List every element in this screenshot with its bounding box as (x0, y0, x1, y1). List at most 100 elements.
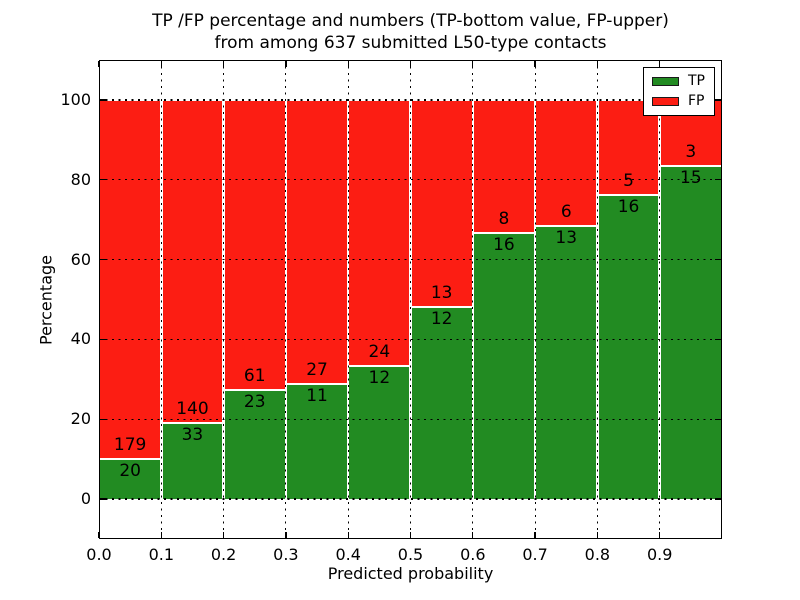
tp-bar-segment (659, 166, 722, 500)
bar-edge (659, 165, 722, 168)
x-axis-label: Predicted probability (327, 564, 494, 583)
fp-bar-segment (285, 99, 349, 384)
tp-count-label: 20 (119, 460, 141, 481)
y-tick (715, 338, 721, 341)
x-tick (659, 61, 661, 67)
y-tick (715, 418, 721, 420)
x-tick-label: 0.1 (148, 545, 175, 564)
tp-legend-label: TP (688, 73, 705, 89)
y-tick-label: 0 (80, 489, 91, 509)
x-gridline (472, 60, 474, 539)
tp-bar-segment (285, 383, 349, 500)
bar-edge (472, 231, 536, 234)
legend-row-fp: FP (652, 94, 705, 109)
x-tick (347, 532, 349, 538)
fp-bar-segment (535, 99, 598, 226)
y-tick-label: 80 (70, 169, 91, 189)
y-tick (100, 418, 106, 420)
x-tick-label: 0.5 (397, 545, 424, 564)
tp-bar-segment (410, 307, 473, 500)
fp-bar-segment (348, 99, 411, 367)
x-gridline (223, 60, 225, 539)
fp-count-label: 140 (176, 398, 209, 419)
x-tick-label: 0.3 (273, 545, 299, 564)
y-tick (715, 179, 721, 181)
tp-bar-segment (161, 422, 224, 500)
x-tick (534, 61, 536, 67)
x-tick (534, 532, 536, 538)
x-tick (285, 532, 287, 538)
tp-count-label: 16 (617, 196, 640, 217)
x-gridline (596, 60, 598, 539)
y-tick (715, 498, 721, 500)
y-tick-label: 100 (60, 89, 91, 109)
x-tick (160, 61, 162, 67)
fp-count-label: 3 (685, 142, 697, 163)
fp-count-label: 13 (430, 283, 453, 304)
x-tick (222, 61, 225, 67)
y-tick-label: 20 (70, 409, 91, 429)
bar-edge (223, 388, 286, 391)
x-tick (596, 61, 599, 67)
x-gridline (659, 60, 661, 539)
plot-area: TP FP 179 20 140 33 61 23 27 11 24 12 13 12 8 16 6 13 5 1… (60, 60, 722, 564)
tp-bar-segment (223, 389, 286, 500)
x-tick-label: 0.2 (210, 545, 237, 564)
fp-count-label: 24 (368, 342, 391, 363)
tp-bar-segment (348, 366, 411, 500)
fp-legend-swatch (652, 97, 679, 106)
fp-count-label: 27 (306, 359, 328, 380)
legend-row-tp: TP (652, 74, 705, 89)
y-tick-label: 40 (70, 329, 91, 349)
y-tick (100, 338, 106, 341)
tp-legend-swatch (652, 77, 679, 86)
x-tick (472, 61, 474, 67)
fp-bar-segment (161, 99, 224, 423)
fp-count-label: 8 (498, 208, 510, 229)
y-tick (100, 179, 106, 181)
x-tick (659, 532, 661, 538)
x-tick (98, 61, 100, 67)
tp-count-label: 16 (493, 234, 515, 255)
y-tick (100, 99, 106, 101)
tp-count-label: 23 (243, 391, 266, 412)
x-tick-label: 0.4 (335, 545, 361, 564)
bar-edge (161, 421, 224, 424)
fp-bar-segment (99, 99, 162, 459)
x-tick (409, 532, 412, 538)
x-tick (285, 61, 287, 67)
x-tick (596, 532, 599, 538)
y-tick-label: 60 (70, 249, 91, 269)
fp-count-label: 61 (243, 365, 266, 386)
y-tick (715, 258, 721, 261)
tp-bar-segment (597, 194, 660, 500)
x-gridline (347, 60, 349, 539)
fp-bar-segment (472, 99, 536, 233)
x-tick (472, 532, 474, 538)
x-tick (98, 532, 100, 538)
y-tick (100, 258, 106, 261)
legend: TP FP (643, 67, 715, 116)
x-tick-label: 0.9 (646, 545, 673, 564)
tp-bar-segment (535, 225, 598, 500)
tp-bar-segment (472, 232, 536, 500)
fp-count-label: 179 (113, 434, 147, 455)
tp-count-label: 13 (555, 227, 578, 248)
bar-edge (597, 193, 660, 196)
x-tick (160, 532, 162, 538)
bar-edge (410, 306, 473, 309)
fp-legend-label: FP (688, 93, 705, 109)
tp-bar-segment (99, 458, 162, 500)
bar-edge (535, 224, 598, 227)
x-gridline (160, 60, 162, 539)
y-tick (100, 498, 106, 500)
tp-count-label: 15 (680, 168, 702, 189)
chart-title-line-1: TP /FP percentage and numbers (TP-bottom… (152, 11, 669, 31)
x-tick (347, 61, 349, 67)
bar-edge (285, 382, 349, 385)
tp-count-label: 12 (430, 309, 453, 330)
fp-bar-segment (410, 99, 473, 308)
x-tick (409, 61, 412, 67)
fp-bar-segment (223, 99, 286, 390)
